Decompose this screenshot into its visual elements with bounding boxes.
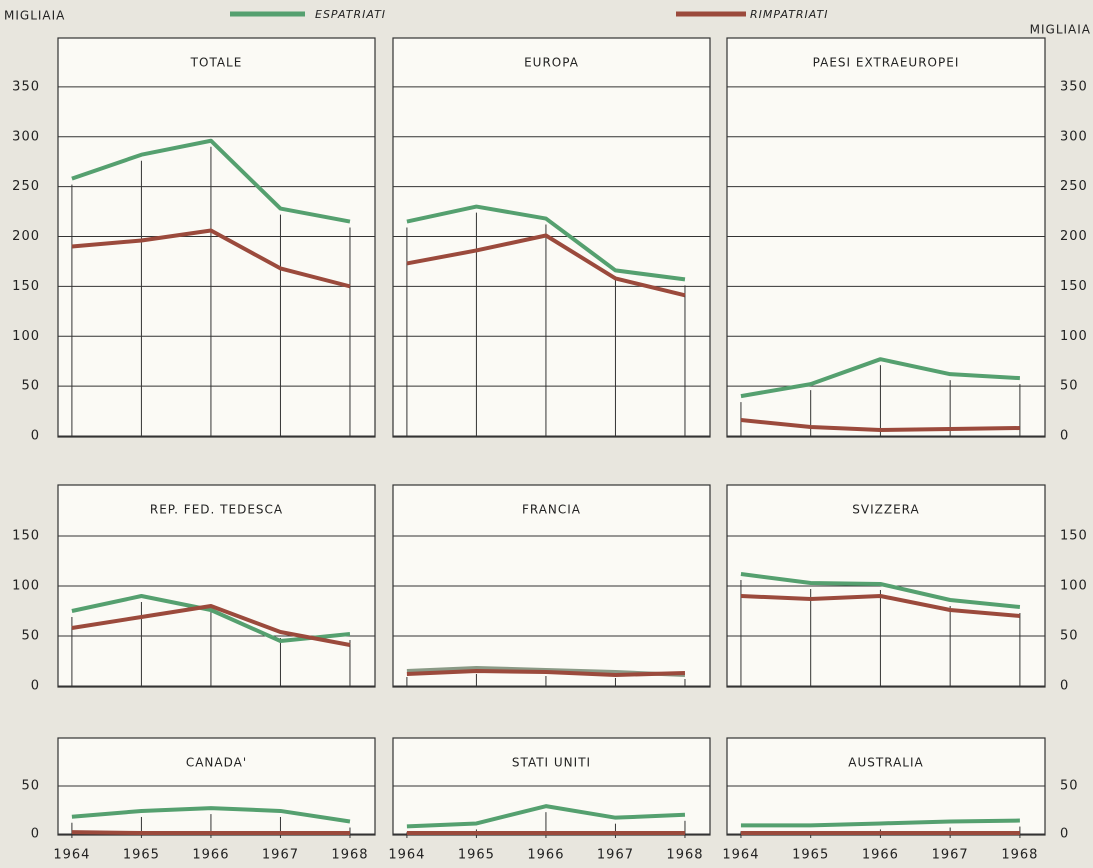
panel	[57, 37, 376, 438]
y-tick-label: 300	[12, 129, 40, 144]
y-tick-label: 50	[1060, 379, 1079, 394]
series-line	[406, 233, 686, 298]
x-tick-label: 1966	[192, 848, 229, 863]
y-tick-label: 0	[31, 679, 40, 694]
y-tick-label: 50	[21, 379, 40, 394]
y-tick-label: 200	[1060, 229, 1088, 244]
x-tick-label: 1967	[932, 848, 969, 863]
series-line	[71, 228, 351, 289]
x-tick-label: 1968	[1001, 848, 1038, 863]
y-axis-unit-left: MIGLIAIA	[4, 9, 65, 23]
panel-title: STATI UNITI	[512, 756, 591, 770]
y-tick-label: 0	[1060, 429, 1069, 444]
y-tick-label: 0	[31, 429, 40, 444]
panel-title: TOTALE	[190, 56, 243, 70]
legend-label: ESPATRIATI	[315, 8, 386, 21]
y-tick-label: 250	[12, 179, 40, 194]
x-tick-label: 1964	[53, 848, 90, 863]
y-tick-label: 0	[1060, 679, 1069, 694]
x-tick-label: 1967	[597, 848, 634, 863]
series-line	[740, 818, 1020, 828]
y-tick-label: 150	[12, 279, 40, 294]
series-line	[71, 830, 350, 836]
series-line	[406, 804, 686, 829]
y-tick-label: 0	[31, 827, 40, 842]
y-tick-label: 50	[21, 629, 40, 644]
y-tick-label: 50	[1060, 779, 1079, 794]
series-line	[740, 357, 1021, 399]
panel-title: EUROPA	[524, 56, 579, 70]
y-tick-label: 300	[1060, 129, 1088, 144]
panel-title: SVIZZERA	[852, 503, 919, 517]
x-tick-label: 1968	[331, 848, 368, 863]
y-tick-label: 0	[1060, 827, 1069, 842]
series-line	[71, 604, 351, 647]
y-tick-label: 50	[21, 779, 40, 794]
series-line	[71, 594, 351, 643]
panel	[726, 37, 1046, 438]
legend-label: RIMPATRIATI	[750, 8, 828, 21]
x-tick-label: 1965	[458, 848, 495, 863]
x-tick-label: 1966	[862, 848, 899, 863]
panel-title: FRANCIA	[522, 503, 581, 517]
y-tick-label: 200	[12, 229, 40, 244]
series-line	[406, 204, 686, 282]
x-tick-label: 1967	[262, 848, 299, 863]
y-tick-label: 250	[1060, 179, 1088, 194]
y-tick-label: 100	[12, 329, 40, 344]
panel-title: PAESI EXTRAEUROPEI	[813, 56, 960, 70]
series-line	[740, 572, 1021, 609]
y-tick-label: 350	[12, 79, 40, 94]
y-tick-label: 50	[1060, 629, 1079, 644]
x-tick-label: 1964	[388, 848, 425, 863]
y-tick-label: 350	[1060, 79, 1088, 94]
x-tick-label: 1966	[527, 848, 564, 863]
series-line	[406, 669, 686, 677]
y-tick-label: 100	[1060, 579, 1088, 594]
x-tick-label: 1965	[123, 848, 160, 863]
series-line	[71, 138, 351, 224]
panel-title: AUSTRALIA	[848, 756, 923, 770]
y-tick-label: 100	[12, 579, 40, 594]
series-line	[740, 594, 1021, 618]
y-tick-label: 150	[12, 529, 40, 544]
series-line	[740, 418, 1020, 433]
panel-title: CANADA'	[186, 756, 247, 770]
x-tick-label: 1964	[722, 848, 759, 863]
x-tick-label: 1965	[792, 848, 829, 863]
y-axis-unit-right: MIGLIAIA	[1030, 23, 1091, 37]
y-tick-label: 100	[1060, 329, 1088, 344]
y-tick-label: 150	[1060, 529, 1088, 544]
series-line	[71, 806, 351, 824]
x-tick-label: 1968	[666, 848, 703, 863]
panel-title: REP. FED. TEDESCA	[150, 503, 283, 517]
y-tick-label: 150	[1060, 279, 1088, 294]
